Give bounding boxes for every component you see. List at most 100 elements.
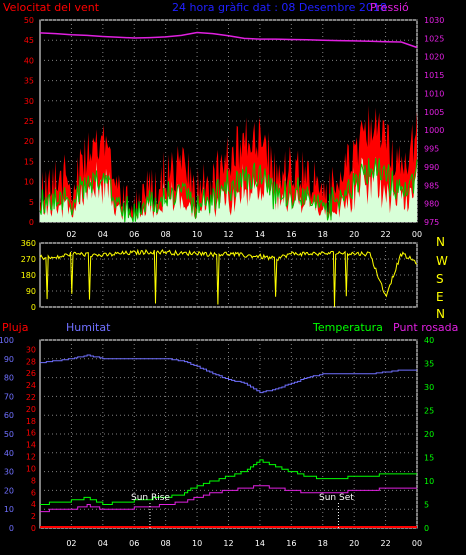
direction-tick-label: 90 xyxy=(26,287,36,296)
sunrise-label: Sun Rise xyxy=(131,493,170,503)
wind-tick-label: 25 xyxy=(24,117,34,126)
x-tick-label: 10 xyxy=(192,230,202,239)
x-tick-label: 14 xyxy=(255,539,265,548)
x-tick-label: 08 xyxy=(161,539,171,548)
x-tick-label: 04 xyxy=(98,539,108,548)
x-tick-label: 16 xyxy=(286,230,296,239)
temperature-tick-label: 15 xyxy=(424,454,434,463)
pressure-label: Pressió xyxy=(370,1,409,14)
direction-tick-label: 360 xyxy=(21,239,36,248)
rain-tick-label: 4 xyxy=(31,500,36,509)
direction-tick-label: 0 xyxy=(31,303,36,312)
x-tick-label: 06 xyxy=(129,230,139,239)
x-tick-label: 00 xyxy=(412,539,422,548)
temperature-tick-label: 10 xyxy=(424,477,434,486)
pressure-tick-label: 995 xyxy=(424,145,439,154)
wind-tick-label: 35 xyxy=(24,77,34,86)
temperature-label: Temperatura xyxy=(312,321,383,334)
wind-tick-label: 50 xyxy=(24,16,34,25)
x-tick-label: 22 xyxy=(380,539,390,548)
humidity-tick-label: 20 xyxy=(4,486,14,495)
compass-letter: S xyxy=(436,272,444,286)
wind-average-line xyxy=(39,158,418,223)
wind-tick-label: 30 xyxy=(24,97,34,106)
x-tick-label: 02 xyxy=(66,230,76,239)
rain-tick-label: 22 xyxy=(26,393,36,402)
wind-tick-label: 40 xyxy=(24,56,34,65)
temperature-tick-label: 35 xyxy=(424,360,434,369)
pressure-tick-label: 1025 xyxy=(424,34,444,43)
wind-tick-label: 45 xyxy=(24,36,34,45)
wind-speed-label: Velocitat del vent xyxy=(3,1,100,14)
wind-tick-label: 20 xyxy=(24,137,34,146)
rain-tick-label: 8 xyxy=(31,476,36,485)
direction-tick-label: 180 xyxy=(21,271,36,280)
pressure-tick-label: 1015 xyxy=(424,71,444,80)
compass-letter: N xyxy=(436,235,445,249)
humidity-tick-label: 60 xyxy=(4,411,14,420)
x-tick-label: 12 xyxy=(223,230,233,239)
rain-tick-label: 6 xyxy=(31,488,36,497)
rain-tick-label: 18 xyxy=(26,417,36,426)
chart-title: 24 hora gràfic dat : 08 Desembre 2018 xyxy=(172,1,387,14)
pressure-tick-label: 1030 xyxy=(424,16,444,25)
pressure-tick-label: 1000 xyxy=(424,126,444,135)
wind-tick-label: 10 xyxy=(24,178,34,187)
rain-tick-label: 28 xyxy=(26,357,36,366)
pressure-tick-label: 990 xyxy=(424,163,439,172)
rain-tick-label: 2 xyxy=(31,512,36,521)
rain-tick-label: 0 xyxy=(31,524,36,533)
rain-tick-label: 16 xyxy=(26,429,36,438)
compass-letter: N xyxy=(436,307,445,321)
humidity-tick-label: 80 xyxy=(4,374,14,383)
humidity-tick-label: 90 xyxy=(4,355,14,364)
x-tick-label: 18 xyxy=(318,539,328,548)
wind-direction-line xyxy=(39,248,418,307)
humidity-tick-label: 0 xyxy=(9,524,14,533)
dew-point-line xyxy=(40,485,417,513)
x-tick-label: 20 xyxy=(349,230,359,239)
pressure-tick-label: 980 xyxy=(424,200,439,209)
dew-point-label: Punt rosada xyxy=(393,321,458,334)
x-tick-label: 12 xyxy=(223,539,233,548)
pressure-tick-label: 1010 xyxy=(424,89,444,98)
humidity-tick-label: 50 xyxy=(4,430,14,439)
x-tick-label: 06 xyxy=(129,539,139,548)
temperature-tick-label: 20 xyxy=(424,430,434,439)
rain-tick-label: 24 xyxy=(26,381,36,390)
wind-tick-label: 15 xyxy=(24,157,34,166)
sunset-label: Sun Set xyxy=(319,493,354,503)
x-tick-label: 22 xyxy=(380,230,390,239)
pressure-tick-label: 985 xyxy=(424,181,439,190)
compass-letter: E xyxy=(436,290,444,304)
x-tick-label: 08 xyxy=(161,230,171,239)
temperature-tick-label: 40 xyxy=(424,336,434,345)
pressure-tick-label: 1005 xyxy=(424,108,444,117)
rain-tick-label: 26 xyxy=(26,369,36,378)
humidity-tick-label: 100 xyxy=(0,336,14,345)
x-tick-label: 04 xyxy=(98,230,108,239)
wind-tick-label: 0 xyxy=(29,218,34,227)
pressure-line xyxy=(39,31,418,49)
compass-letter: W xyxy=(436,254,448,268)
direction-tick-label: 270 xyxy=(21,255,36,264)
rain-tick-label: 14 xyxy=(26,441,36,450)
wind-tick-label: 5 xyxy=(29,198,34,207)
humidity-tick-label: 40 xyxy=(4,449,14,458)
pressure-tick-label: 975 xyxy=(424,218,439,227)
x-tick-label: 18 xyxy=(318,230,328,239)
pressure-tick-label: 1020 xyxy=(424,53,444,62)
rain-label: Pluja xyxy=(2,321,28,334)
temperature-line xyxy=(40,459,417,505)
x-tick-label: 14 xyxy=(255,230,265,239)
x-tick-label: 20 xyxy=(349,539,359,548)
rain-tick-label: 10 xyxy=(26,464,36,473)
humidity-tick-label: 70 xyxy=(4,392,14,401)
temperature-tick-label: 30 xyxy=(424,383,434,392)
temperature-tick-label: 25 xyxy=(424,407,434,416)
humidity-line xyxy=(40,354,417,394)
rain-tick-label: 12 xyxy=(26,453,36,462)
temperature-tick-label: 5 xyxy=(424,501,429,510)
